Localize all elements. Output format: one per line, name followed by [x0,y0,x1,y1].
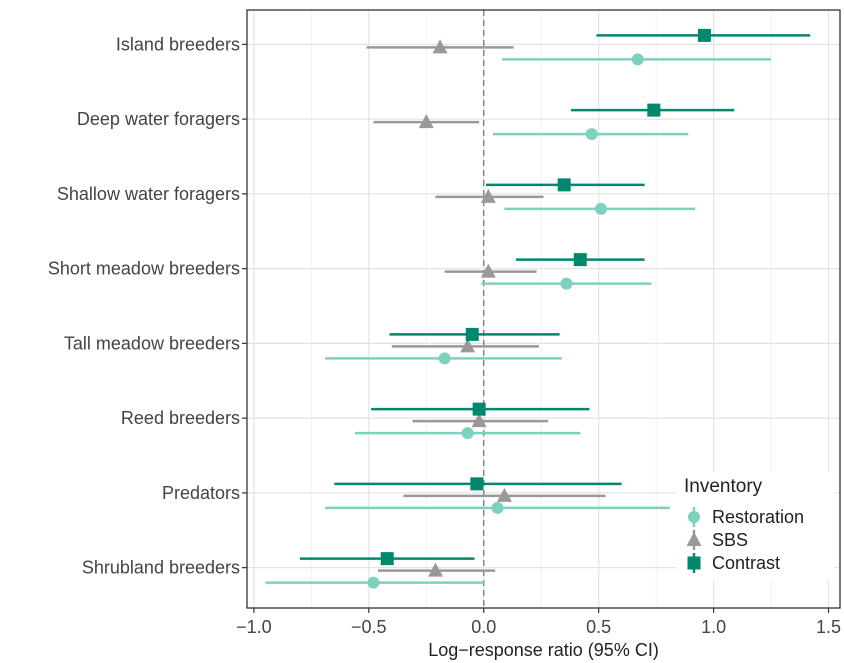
circle-marker [585,128,598,141]
triangle-marker [471,413,487,428]
circle-marker [594,202,607,215]
x-axis: −1.0 −0.5 0.0 0.5 1.0 1.5 [236,608,841,637]
y-tick-label: Island breeders [116,34,240,54]
legend: Inventory Restoration SBS Contrast [676,472,834,580]
square-marker [687,556,701,570]
y-tick-label: Shrubland breeders [82,558,240,578]
circle-marker [560,277,573,290]
legend-item-restoration: Restoration [688,507,804,527]
y-axis-labels: Island breeders Deep water foragers Shallo… [48,34,247,578]
triangle-marker [496,487,512,502]
x-axis-title: Log−response ratio (95% CI) [428,640,659,660]
square-marker [472,402,486,416]
triangle-marker [480,263,496,278]
triangle-marker [686,532,702,546]
legend-title: Inventory [684,476,763,497]
series-sbs [366,39,606,577]
legend-label: Restoration [712,507,804,527]
square-marker [697,28,711,42]
series-layer [265,28,811,589]
grid-lines [247,10,840,608]
panel-border [246,9,841,609]
square-marker [465,327,479,341]
series-contrast [299,28,811,566]
y-tick-label: Predators [162,483,240,503]
triangle-marker [480,188,496,203]
circle-marker [491,501,504,514]
circle-marker [367,576,380,589]
x-tick-label: −1.0 [236,617,272,637]
y-tick-label: Reed breeders [121,408,240,428]
legend-item-sbs: SBS [686,530,748,550]
triangle-marker [432,39,448,54]
x-tick-label: 0.5 [586,617,611,637]
y-tick-label: Short meadow breeders [48,259,240,279]
y-tick-label: Deep water foragers [77,109,240,129]
x-tick-label: −0.5 [351,617,387,637]
square-marker [573,253,587,267]
x-tick-label: 1.0 [701,617,726,637]
y-tick-label: Shallow water foragers [57,184,240,204]
triangle-marker [460,338,476,353]
x-tick-label: 1.5 [816,617,841,637]
circle-marker [688,511,700,523]
legend-item-contrast: Contrast [687,553,780,573]
square-marker [557,178,571,192]
legend-background [676,472,834,580]
x-tick-label: 0.0 [471,617,496,637]
triangle-marker [427,562,443,577]
legend-label: SBS [712,530,748,550]
circle-marker [438,352,451,365]
square-marker [647,103,661,117]
legend-label: Contrast [712,553,780,573]
circle-marker [631,53,644,66]
circle-marker [461,427,474,440]
triangle-marker [418,114,434,129]
y-tick-label: Tall meadow breeders [64,333,240,353]
square-marker [380,552,394,566]
series-restoration [265,53,772,589]
square-marker [470,477,484,491]
